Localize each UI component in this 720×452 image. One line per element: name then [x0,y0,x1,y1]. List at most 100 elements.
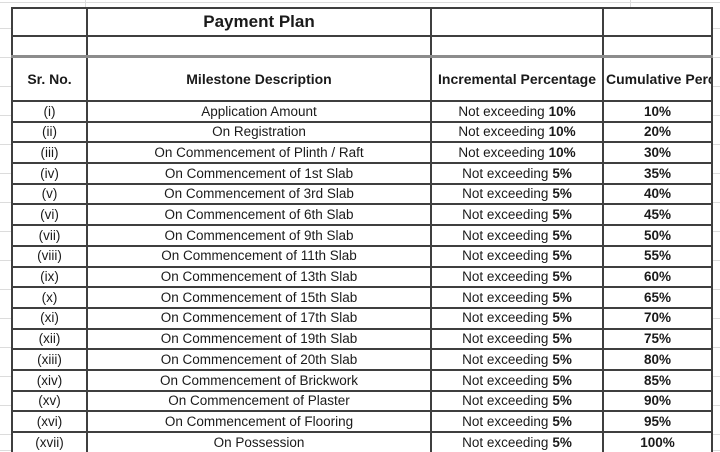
incremental-prefix-text: Not exceeding [462,207,549,223]
incremental-prefix-text: Not exceeding [458,103,545,119]
cell-incremental: Not exceeding 5% [430,327,604,351]
incremental-value: 5% [552,413,572,429]
incremental-prefix-text: Not exceeding [462,331,549,347]
incremental-value: 10% [548,144,576,160]
cell-cumulative: 40% [602,182,713,206]
table-row: (xvii) On Possession Not exceeding 5% 100… [11,431,713,452]
cell-sr-no: (xii) [11,327,88,351]
incremental-value: 5% [552,434,572,450]
cell-sr-no: (ii) [11,120,88,144]
cell-incremental: Not exceeding 10% [430,141,604,165]
incremental-value: 5% [552,372,572,388]
cell-cumulative: 70% [602,306,713,330]
empty-cell [602,7,713,37]
column-header-incremental-percentage: Incremental Percentage [430,55,604,102]
cell-sr-no: (xvi) [11,410,88,433]
title-row: Payment Plan [11,7,713,37]
table-row: (x) On Commencement of 15th Slab Not exc… [11,286,713,309]
cell-sr-no: (xvii) [11,431,88,452]
cell-sr-no: (xv) [11,389,88,413]
cell-cumulative: 95% [602,410,713,433]
payment-plan-table: Payment Plan Sr. No. Milestone Descripti… [11,7,713,452]
cell-cumulative: 100% [602,431,713,452]
cell-incremental: Not exceeding 5% [430,244,604,268]
table-row: (iv) On Commencement of 1st Slab Not exc… [11,162,713,185]
table-row: (i) Application Amount Not exceeding 10% … [11,100,713,123]
incremental-prefix-text: Not exceeding [458,144,545,160]
cell-incremental: Not exceeding 5% [430,224,604,247]
cell-cumulative: 65% [602,286,713,309]
cell-milestone: On Commencement of 19th Slab [86,327,432,351]
incremental-prefix-text: Not exceeding [462,248,549,264]
table-row: (viii) On Commencement of 11th Slab Not … [11,244,713,268]
cell-milestone: On Commencement of 15th Slab [86,286,432,309]
incremental-value: 5% [552,207,572,223]
cell-incremental: Not exceeding 10% [430,120,604,144]
cell-milestone: On Commencement of Plaster [86,389,432,413]
cell-cumulative: 35% [602,162,713,185]
table-body: (i) Application Amount Not exceeding 10% … [11,100,713,452]
incremental-prefix-text: Not exceeding [462,186,549,202]
cell-incremental: Not exceeding 5% [430,182,604,206]
table-row: (vi) On Commencement of 6th Slab Not exc… [11,203,713,227]
header-row: Sr. No. Milestone Description Incrementa… [11,55,713,102]
cell-incremental: Not exceeding 5% [430,265,604,289]
cell-incremental: Not exceeding 5% [430,306,604,330]
cell-sr-no: (i) [11,100,88,123]
sheet-gridline-stub [85,0,86,7]
incremental-prefix-text: Not exceeding [462,269,549,285]
table-row: (xiii) On Commencement of 20th Slab Not … [11,348,713,371]
cell-milestone: On Commencement of 6th Slab [86,203,432,227]
cell-milestone: On Possession [86,431,432,452]
table-row: (xvi) On Commencement of Flooring Not ex… [11,410,713,433]
incremental-value: 5% [552,310,572,326]
sheet-gridline-top [0,2,720,3]
cell-cumulative: 10% [602,100,713,123]
cell-cumulative: 85% [602,368,713,392]
cell-milestone: On Commencement of 3rd Slab [86,182,432,206]
cell-incremental: Not exceeding 10% [430,100,604,123]
incremental-prefix-text: Not exceeding [462,393,549,409]
sheet-gridlines-left-margin [0,0,11,452]
column-header-sr-no: Sr. No. [11,55,88,102]
cell-milestone: On Commencement of Brickwork [86,368,432,392]
cell-sr-no: (xi) [11,306,88,330]
cell-sr-no: (vii) [11,224,88,247]
spacer-row [11,35,713,58]
cell-sr-no: (v) [11,182,88,206]
empty-cell [11,35,88,58]
incremental-prefix-text: Not exceeding [458,124,545,140]
table-head-rows: Payment Plan Sr. No. Milestone Descripti… [11,7,713,102]
cell-cumulative: 60% [602,265,713,289]
empty-cell [86,35,432,58]
cell-incremental: Not exceeding 5% [430,286,604,309]
cell-milestone: On Registration [86,120,432,144]
table-row: (iii) On Commencement of Plinth / Raft N… [11,141,713,165]
cell-sr-no: (x) [11,286,88,309]
cell-sr-no: (viii) [11,244,88,268]
cell-milestone: Application Amount [86,100,432,123]
empty-cell [11,7,88,37]
column-header-cumulative-percentage: Cumulative Percentage [602,55,713,102]
sheet-gridlines-right-margin [711,0,720,452]
table-title: Payment Plan [86,7,432,37]
cell-milestone: On Commencement of 1st Slab [86,162,432,185]
incremental-value: 5% [552,289,572,305]
cell-incremental: Not exceeding 5% [430,431,604,452]
cell-incremental: Not exceeding 5% [430,203,604,227]
incremental-value: 5% [552,248,572,264]
table-row: (xi) On Commencement of 17th Slab Not ex… [11,306,713,330]
incremental-value: 5% [552,227,572,243]
cell-milestone: On Commencement of Flooring [86,410,432,433]
cell-incremental: Not exceeding 5% [430,348,604,371]
empty-cell [430,7,604,37]
cell-cumulative: 45% [602,203,713,227]
cell-cumulative: 90% [602,389,713,413]
table-row: (v) On Commencement of 3rd Slab Not exce… [11,182,713,206]
incremental-prefix-text: Not exceeding [462,289,549,305]
cell-incremental: Not exceeding 5% [430,389,604,413]
cell-incremental: Not exceeding 5% [430,162,604,185]
table-row: (xv) On Commencement of Plaster Not exce… [11,389,713,413]
cell-cumulative: 55% [602,244,713,268]
